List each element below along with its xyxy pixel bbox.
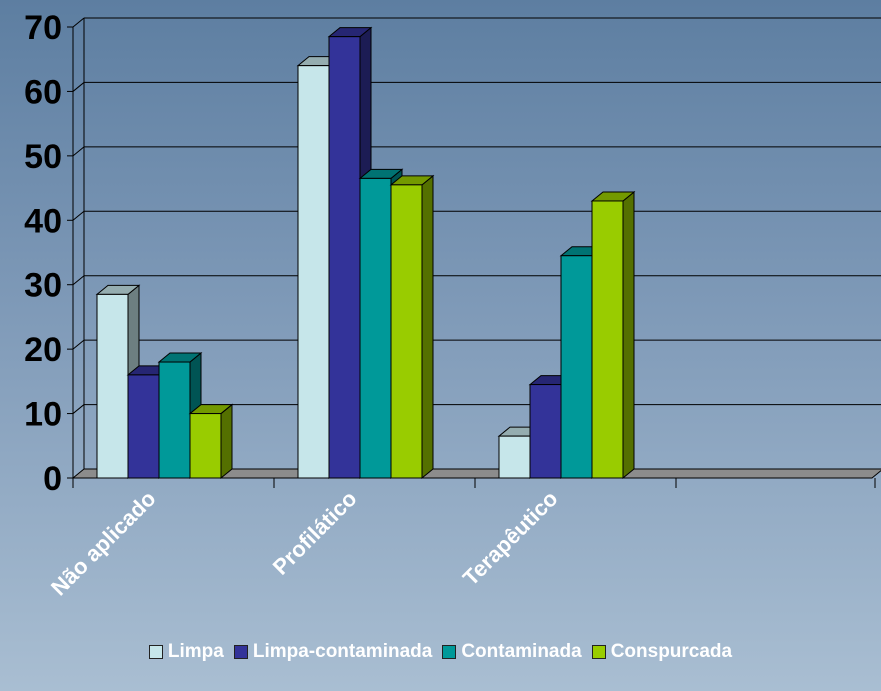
bar-front [591, 200, 624, 479]
y-tick-label: 0 [43, 460, 62, 498]
legend-label: Limpa-contaminada [252, 641, 433, 662]
bar-front [390, 184, 423, 479]
legend-label: Conspurcada [610, 641, 733, 662]
bar-front [127, 374, 160, 479]
legend-swatch [233, 645, 248, 659]
legend-item: Limpa [148, 641, 224, 663]
x-tick-label: Terapêutico [458, 486, 563, 591]
legend-label: Limpa [167, 641, 224, 662]
legend-item: Conspurcada [591, 641, 733, 663]
y-tick-label: 20 [24, 331, 62, 369]
x-tick-label: Profilático [268, 486, 362, 580]
legend-swatch [148, 645, 163, 659]
y-tick-label: 70 [24, 9, 62, 47]
bar-front [529, 384, 562, 479]
legend-swatch [442, 645, 457, 659]
y-axis-ticks: 0 10 20 30 40 50 60 70 [24, 9, 62, 498]
bar-front [189, 413, 222, 479]
y-tick-label: 50 [24, 138, 62, 176]
y-tick-label: 30 [24, 267, 62, 305]
gridline-side [72, 404, 85, 414]
bar-front [158, 361, 191, 479]
legend-label: Contaminada [461, 641, 582, 662]
bar-front [359, 177, 392, 479]
legend-swatch [591, 645, 606, 659]
bar-side [421, 174, 434, 480]
bar-front [498, 435, 531, 479]
gridline-side [72, 82, 85, 92]
gridline-side [72, 275, 85, 286]
gridline-side [72, 210, 85, 221]
gridline-side [72, 17, 85, 28]
legend: Limpa Limpa-contaminada Contaminada Conspur… [0, 637, 881, 667]
x-axis-ticks: Não aplicado Profilático Terapêutico [46, 486, 562, 600]
gridline-side [72, 146, 85, 157]
bars [95, 26, 636, 480]
gridline-side [72, 339, 85, 350]
bar [188, 403, 234, 480]
y-tick-label: 10 [24, 396, 62, 434]
legend-item: Contaminada [442, 641, 582, 663]
bar-front [328, 36, 361, 479]
legend-item: Limpa-contaminada [233, 641, 433, 663]
bar-front [560, 255, 593, 479]
bar [389, 174, 435, 480]
bar-side [220, 403, 233, 480]
gridlines [72, 17, 881, 414]
bar [590, 190, 636, 480]
y-tick-label: 60 [24, 73, 62, 111]
bar-side [622, 190, 635, 480]
bar [157, 351, 203, 480]
bar-front [297, 65, 330, 479]
bar-front [96, 293, 129, 479]
y-tick-label: 40 [24, 202, 62, 240]
x-tick-label: Não aplicado [46, 486, 160, 600]
